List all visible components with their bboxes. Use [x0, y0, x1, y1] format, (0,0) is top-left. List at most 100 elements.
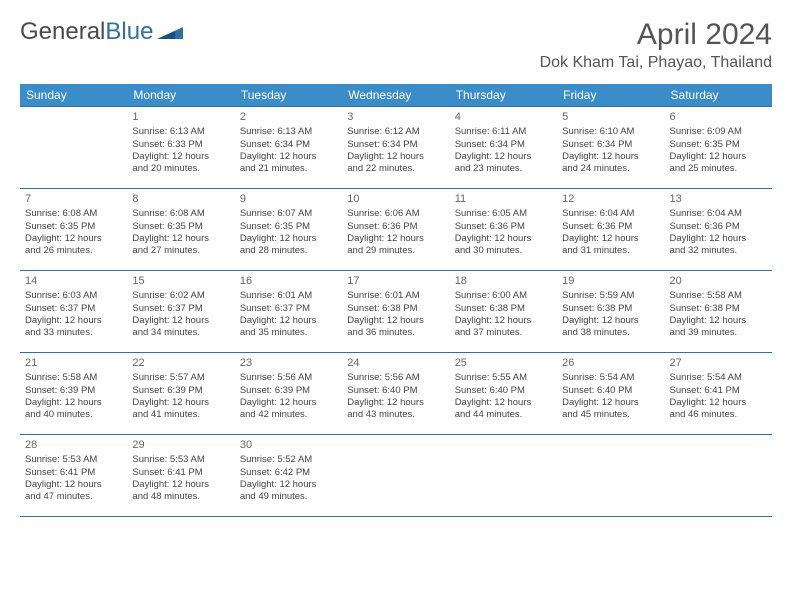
- calendar-cell: [557, 435, 664, 517]
- day-number: 23: [240, 356, 337, 370]
- calendar-cell: 14Sunrise: 6:03 AMSunset: 6:37 PMDayligh…: [20, 271, 127, 353]
- day-detail: Sunrise: 5:52 AM: [240, 454, 337, 466]
- day-detail: Sunrise: 6:05 AM: [455, 208, 552, 220]
- day-detail: Daylight: 12 hours: [240, 397, 337, 409]
- calendar-cell: 6Sunrise: 6:09 AMSunset: 6:35 PMDaylight…: [665, 107, 772, 189]
- logo: GeneralBlue: [20, 18, 183, 46]
- day-detail: and 23 minutes.: [455, 163, 552, 175]
- calendar-cell: 27Sunrise: 5:54 AMSunset: 6:41 PMDayligh…: [665, 353, 772, 435]
- col-saturday: Saturday: [665, 84, 772, 107]
- day-detail: Sunset: 6:40 PM: [455, 385, 552, 397]
- calendar-cell: 23Sunrise: 5:56 AMSunset: 6:39 PMDayligh…: [235, 353, 342, 435]
- day-detail: Daylight: 12 hours: [132, 233, 229, 245]
- day-detail: and 38 minutes.: [562, 327, 659, 339]
- day-number: 19: [562, 274, 659, 288]
- calendar-cell: 8Sunrise: 6:08 AMSunset: 6:35 PMDaylight…: [127, 189, 234, 271]
- day-detail: Sunset: 6:37 PM: [132, 303, 229, 315]
- day-detail: and 31 minutes.: [562, 245, 659, 257]
- day-detail: Sunset: 6:38 PM: [670, 303, 767, 315]
- day-detail: Daylight: 12 hours: [240, 315, 337, 327]
- day-detail: Sunrise: 6:13 AM: [240, 126, 337, 138]
- day-detail: Sunset: 6:39 PM: [132, 385, 229, 397]
- day-detail: Sunrise: 6:08 AM: [25, 208, 122, 220]
- day-number: 15: [132, 274, 229, 288]
- day-detail: Sunrise: 6:11 AM: [455, 126, 552, 138]
- logo-triangle-icon: [157, 18, 183, 46]
- day-detail: and 40 minutes.: [25, 409, 122, 421]
- day-detail: and 32 minutes.: [670, 245, 767, 257]
- calendar-cell: [20, 107, 127, 189]
- calendar-cell: 9Sunrise: 6:07 AMSunset: 6:35 PMDaylight…: [235, 189, 342, 271]
- day-detail: Sunrise: 5:56 AM: [347, 372, 444, 384]
- day-number: 17: [347, 274, 444, 288]
- calendar-cell: 17Sunrise: 6:01 AMSunset: 6:38 PMDayligh…: [342, 271, 449, 353]
- day-detail: Sunset: 6:36 PM: [347, 221, 444, 233]
- day-detail: Sunrise: 6:06 AM: [347, 208, 444, 220]
- calendar-cell: 19Sunrise: 5:59 AMSunset: 6:38 PMDayligh…: [557, 271, 664, 353]
- calendar-cell: 26Sunrise: 5:54 AMSunset: 6:40 PMDayligh…: [557, 353, 664, 435]
- calendar-cell: 16Sunrise: 6:01 AMSunset: 6:37 PMDayligh…: [235, 271, 342, 353]
- day-detail: and 39 minutes.: [670, 327, 767, 339]
- day-detail: and 48 minutes.: [132, 491, 229, 503]
- calendar-cell: 30Sunrise: 5:52 AMSunset: 6:42 PMDayligh…: [235, 435, 342, 517]
- day-detail: Sunrise: 6:01 AM: [240, 290, 337, 302]
- logo-text-2: Blue: [105, 18, 153, 46]
- day-detail: Daylight: 12 hours: [132, 315, 229, 327]
- calendar-cell: 21Sunrise: 5:58 AMSunset: 6:39 PMDayligh…: [20, 353, 127, 435]
- day-detail: Sunset: 6:40 PM: [562, 385, 659, 397]
- calendar-cell: 1Sunrise: 6:13 AMSunset: 6:33 PMDaylight…: [127, 107, 234, 189]
- day-detail: Sunset: 6:38 PM: [347, 303, 444, 315]
- day-detail: Sunrise: 6:02 AM: [132, 290, 229, 302]
- day-detail: Daylight: 12 hours: [670, 151, 767, 163]
- col-monday: Monday: [127, 84, 234, 107]
- day-detail: Daylight: 12 hours: [455, 233, 552, 245]
- day-detail: Sunset: 6:38 PM: [455, 303, 552, 315]
- day-detail: and 29 minutes.: [347, 245, 444, 257]
- day-number: 20: [670, 274, 767, 288]
- day-number: 3: [347, 110, 444, 124]
- day-detail: and 28 minutes.: [240, 245, 337, 257]
- calendar-cell: 11Sunrise: 6:05 AMSunset: 6:36 PMDayligh…: [450, 189, 557, 271]
- calendar-cell: 7Sunrise: 6:08 AMSunset: 6:35 PMDaylight…: [20, 189, 127, 271]
- day-detail: Daylight: 12 hours: [670, 315, 767, 327]
- day-detail: Daylight: 12 hours: [132, 151, 229, 163]
- header-row: Sunday Monday Tuesday Wednesday Thursday…: [20, 84, 772, 107]
- day-detail: and 33 minutes.: [25, 327, 122, 339]
- day-number: 27: [670, 356, 767, 370]
- day-detail: Daylight: 12 hours: [455, 315, 552, 327]
- calendar-cell: 5Sunrise: 6:10 AMSunset: 6:34 PMDaylight…: [557, 107, 664, 189]
- day-detail: Daylight: 12 hours: [132, 479, 229, 491]
- day-detail: Sunset: 6:41 PM: [25, 467, 122, 479]
- day-detail: Sunrise: 5:58 AM: [25, 372, 122, 384]
- day-detail: Daylight: 12 hours: [132, 397, 229, 409]
- day-detail: and 46 minutes.: [670, 409, 767, 421]
- day-detail: Sunset: 6:37 PM: [240, 303, 337, 315]
- calendar-week: 7Sunrise: 6:08 AMSunset: 6:35 PMDaylight…: [20, 189, 772, 271]
- header-row: GeneralBlue April 2024 Dok Kham Tai, Pha…: [20, 18, 772, 80]
- day-detail: and 42 minutes.: [240, 409, 337, 421]
- day-detail: and 49 minutes.: [240, 491, 337, 503]
- day-number: 22: [132, 356, 229, 370]
- day-detail: Sunset: 6:38 PM: [562, 303, 659, 315]
- day-detail: Sunset: 6:39 PM: [25, 385, 122, 397]
- calendar-cell: [665, 435, 772, 517]
- day-detail: Sunset: 6:35 PM: [240, 221, 337, 233]
- day-detail: Sunset: 6:34 PM: [347, 139, 444, 151]
- calendar-week: 1Sunrise: 6:13 AMSunset: 6:33 PMDaylight…: [20, 107, 772, 189]
- title-block: April 2024 Dok Kham Tai, Phayao, Thailan…: [540, 18, 772, 80]
- day-detail: Daylight: 12 hours: [670, 233, 767, 245]
- day-detail: and 24 minutes.: [562, 163, 659, 175]
- day-detail: and 44 minutes.: [455, 409, 552, 421]
- day-detail: Sunset: 6:41 PM: [132, 467, 229, 479]
- day-detail: Sunrise: 6:12 AM: [347, 126, 444, 138]
- day-detail: Sunset: 6:34 PM: [455, 139, 552, 151]
- day-detail: Sunset: 6:35 PM: [25, 221, 122, 233]
- day-detail: Daylight: 12 hours: [25, 315, 122, 327]
- day-detail: and 30 minutes.: [455, 245, 552, 257]
- day-detail: Sunrise: 6:08 AM: [132, 208, 229, 220]
- day-number: 13: [670, 192, 767, 206]
- calendar-cell: 2Sunrise: 6:13 AMSunset: 6:34 PMDaylight…: [235, 107, 342, 189]
- calendar-cell: 10Sunrise: 6:06 AMSunset: 6:36 PMDayligh…: [342, 189, 449, 271]
- col-tuesday: Tuesday: [235, 84, 342, 107]
- day-detail: and 41 minutes.: [132, 409, 229, 421]
